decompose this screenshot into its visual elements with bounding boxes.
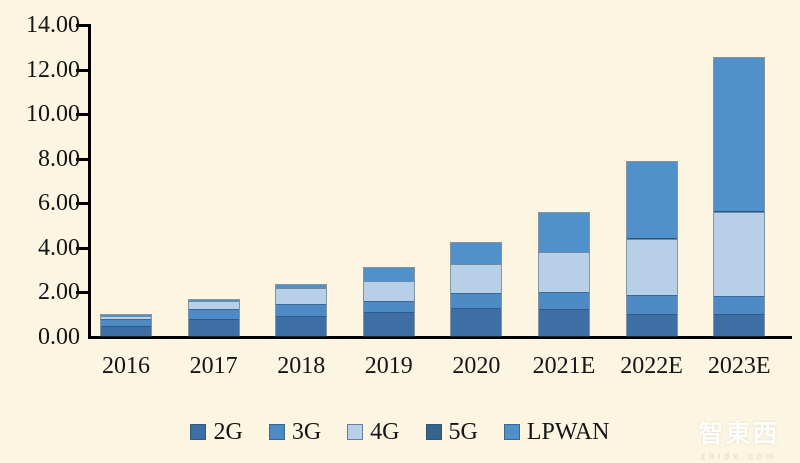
- bar-2018: [275, 283, 328, 337]
- legend-swatch-5g-icon: [425, 424, 442, 440]
- y-axis-tick-label: 0.00: [38, 324, 80, 350]
- bar-segment-4g-2019: [363, 280, 414, 302]
- bar-2021E: [538, 212, 590, 337]
- bar-segment-5g-2022E: [626, 237, 677, 240]
- legend-item-4g: 4G: [347, 419, 400, 445]
- legend-label-2g: 2G: [213, 419, 243, 445]
- legend-label-lpwan: LPWAN: [526, 419, 610, 445]
- y-axis-tick-label: 12.00: [26, 56, 80, 83]
- y-axis-tick: [76, 113, 88, 117]
- bar-segment-4g-2016: [101, 315, 151, 319]
- bar-segment-5g-2023E: [714, 210, 765, 213]
- bar-segment-2g-2021E: [539, 308, 589, 336]
- bar-segment-lpwan-2017: [188, 300, 239, 302]
- bar-segment-3g-2021E: [539, 292, 589, 309]
- bar-segment-4g-2021E: [539, 251, 589, 293]
- x-axis-label-2019: 2019: [364, 353, 413, 379]
- legend-label-4g: 4G: [370, 419, 400, 445]
- bar-segment-2g-2022E: [626, 313, 677, 336]
- chart-legend: 2G 3G 4G 5G LPWAN: [0, 419, 800, 445]
- bar-segment-4g-2017: [188, 301, 239, 309]
- y-axis-tick: [76, 23, 88, 27]
- bar-segment-3g-2016: [101, 318, 151, 326]
- legend-swatch-lpwan-icon: [503, 424, 520, 440]
- x-axis-label-2016: 2016: [102, 353, 150, 379]
- bar-segment-lpwan-2016: [101, 314, 151, 316]
- y-axis-tick: [76, 246, 88, 250]
- x-axis-label-2020: 2020: [452, 353, 501, 379]
- bar-segment-3g-2018: [276, 303, 327, 316]
- bar-segment-2g-2016: [101, 325, 151, 336]
- bar-segment-lpwan-2021E: [539, 213, 589, 252]
- watermark-url-text: zhidx.com: [700, 451, 778, 461]
- y-axis-tick-label: 14.00: [26, 11, 80, 38]
- y-axis-tick-label: 8.00: [38, 145, 80, 172]
- bar-segment-2g-2023E: [714, 313, 765, 336]
- y-axis-tick: [76, 202, 88, 206]
- y-axis-tick-label: 4.00: [38, 234, 80, 261]
- bar-segment-3g-2020: [451, 293, 502, 308]
- bar-2017: [187, 299, 240, 337]
- bar-segment-3g-2022E: [626, 295, 677, 314]
- bar-segment-4g-2020: [451, 263, 502, 294]
- x-axis-label-2023E: 2023E: [707, 353, 771, 379]
- x-axis-label-2018: 2018: [277, 353, 326, 379]
- y-axis-tick: [76, 68, 88, 72]
- y-axis-line: [88, 23, 91, 339]
- x-axis-label-2022E: 2022E: [620, 353, 683, 379]
- bar-2019: [362, 266, 415, 337]
- y-axis-tick: [76, 291, 88, 295]
- bar-2020: [450, 242, 503, 337]
- bar-2023E: [713, 57, 766, 337]
- legend-swatch-4g-icon: [347, 424, 364, 440]
- y-axis-tick: [76, 157, 88, 161]
- legend-item-lpwan: LPWAN: [503, 419, 610, 445]
- bar-segment-lpwan-2019: [363, 267, 414, 281]
- bar-segment-3g-2017: [188, 308, 239, 320]
- legend-label-3g: 3G: [291, 419, 322, 445]
- legend-item-2g: 2G: [190, 419, 243, 445]
- x-axis-line: [88, 336, 792, 339]
- legend-swatch-3g-icon: [268, 424, 285, 440]
- bar-segment-lpwan-2023E: [714, 58, 765, 211]
- bar-segment-2g-2018: [276, 315, 327, 336]
- bar-segment-3g-2023E: [714, 296, 765, 314]
- bar-segment-lpwan-2022E: [626, 161, 677, 238]
- legend-item-5g: 5G: [425, 419, 478, 445]
- bar-2022E: [625, 160, 678, 337]
- y-axis-tick-label: 10.00: [26, 101, 80, 128]
- bar-segment-4g-2018: [276, 287, 327, 304]
- bar-segment-2g-2020: [451, 307, 502, 336]
- bar-2016: [100, 313, 152, 337]
- bar-segment-2g-2017: [188, 319, 239, 336]
- bar-segment-4g-2022E: [626, 239, 677, 296]
- bar-segment-2g-2019: [363, 312, 414, 336]
- x-axis-label-2017: 2017: [189, 353, 238, 379]
- y-axis-tick-label: 6.00: [38, 190, 80, 217]
- y-axis-tick-label: 2.00: [38, 279, 80, 306]
- bar-segment-3g-2019: [363, 301, 414, 313]
- bar-segment-4g-2023E: [714, 212, 765, 297]
- legend-item-3g: 3G: [268, 419, 322, 445]
- x-axis-label-2021E: 2021E: [532, 353, 596, 379]
- bar-segment-lpwan-2020: [451, 243, 502, 264]
- legend-swatch-2g-icon: [190, 424, 207, 440]
- bar-segment-lpwan-2018: [276, 284, 327, 288]
- legend-label-5g: 5G: [448, 419, 478, 445]
